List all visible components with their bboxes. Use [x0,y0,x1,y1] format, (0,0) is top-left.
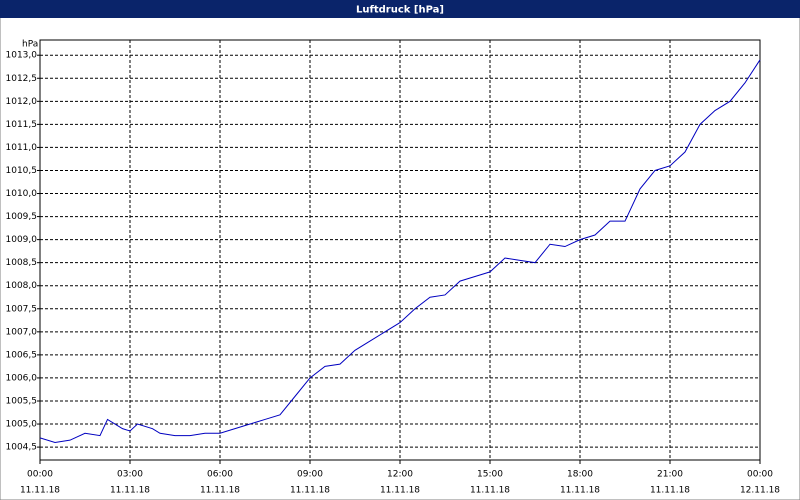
y-tick-label: 1005,0 [6,420,38,430]
x-tick-date: 11.11.18 [290,486,330,496]
x-tick-label: 09:00 [297,470,323,480]
x-tick-label: 18:00 [567,470,593,480]
y-tick-label: 1010,0 [6,189,38,199]
x-tick-date: 11.11.18 [110,486,150,496]
chart-title: Luftdruck [hPa] [356,5,444,16]
x-tick-date: 11.11.18 [560,486,600,496]
x-tick-label: 00:00 [747,470,773,480]
y-tick-label: 1009,5 [6,212,38,222]
plot-frame [39,39,761,461]
y-tick-label: 1011,5 [6,120,38,130]
x-tick-label: 21:00 [657,470,683,480]
y-tick-label: 1007,5 [6,304,38,314]
x-tick-date: 12.11.18 [740,486,780,496]
x-tick-label: 03:00 [117,470,143,480]
x-tick-date: 11.11.18 [200,486,240,496]
y-tick-label: 1010,5 [6,166,38,176]
y-tick-label: 1006,0 [6,373,38,383]
x-tick-label: 06:00 [207,470,233,480]
y-tick-label: 1008,0 [6,281,38,291]
x-tick-label: 12:00 [387,470,413,480]
y-tick-label: 1012,5 [6,74,38,84]
y-tick-label: 1005,5 [6,396,38,406]
y-tick-label: 1013,0 [6,51,38,61]
y-tick-label: 1011,0 [6,143,38,153]
x-tick-label: 00:00 [27,470,53,480]
x-tick-date: 11.11.18 [650,486,690,496]
y-tick-label: 1009,0 [6,235,38,245]
x-tick-label: 15:00 [477,470,503,480]
x-tick-date: 11.11.18 [20,486,60,496]
y-tick-label: 1012,0 [6,97,38,107]
x-tick-date: 11.11.18 [470,486,510,496]
y-tick-label: 1007,0 [6,327,38,337]
y-axis-label: hPa [22,40,38,50]
y-tick-label: 1008,5 [6,258,38,268]
x-tick-date: 11.11.18 [380,486,420,496]
title-bar [0,0,800,18]
y-tick-label: 1004,5 [6,443,38,453]
y-tick-label: 1006,5 [6,350,38,360]
data-line [39,59,761,443]
